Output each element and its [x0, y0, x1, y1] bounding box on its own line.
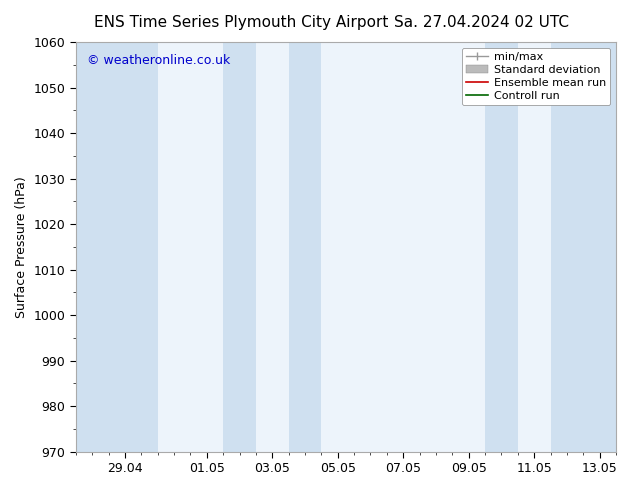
Bar — [550, 42, 616, 452]
Bar — [485, 42, 518, 452]
Text: Sa. 27.04.2024 02 UTC: Sa. 27.04.2024 02 UTC — [394, 15, 569, 30]
Bar — [125, 42, 158, 452]
Bar — [76, 42, 125, 452]
Text: ENS Time Series Plymouth City Airport: ENS Time Series Plymouth City Airport — [94, 15, 388, 30]
Bar — [223, 42, 256, 452]
Text: © weatheronline.co.uk: © weatheronline.co.uk — [87, 54, 230, 67]
Y-axis label: Surface Pressure (hPa): Surface Pressure (hPa) — [15, 176, 28, 318]
Legend: min/max, Standard deviation, Ensemble mean run, Controll run: min/max, Standard deviation, Ensemble me… — [462, 48, 611, 105]
Bar — [288, 42, 321, 452]
